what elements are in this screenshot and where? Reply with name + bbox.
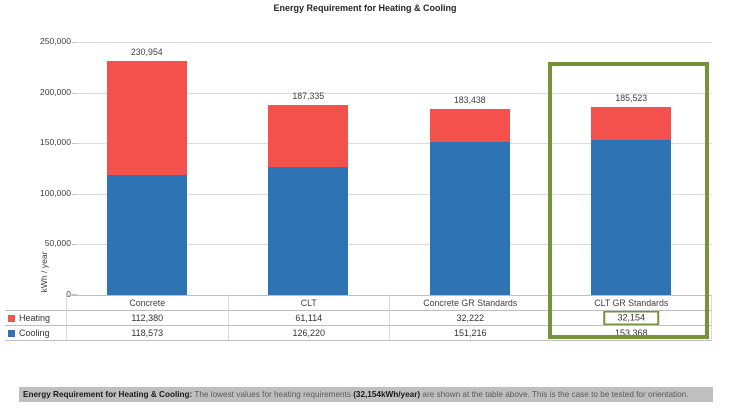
stacked-bar	[429, 109, 510, 295]
caption-bold-lead: Energy Requirement for Heating & Cooling…	[23, 390, 193, 399]
table-header-clt: CLT	[227, 295, 389, 310]
table-header-concrete: Concrete	[66, 295, 228, 310]
gridline	[77, 244, 712, 246]
table-cell-cooling-3: 151,216	[389, 325, 551, 341]
gridline	[77, 143, 712, 145]
caption-bar: Energy Requirement for Heating & Cooling…	[19, 387, 713, 402]
bar-segment-cooling	[591, 139, 672, 295]
gridline	[77, 42, 712, 43]
y-tick-label: 200,000	[39, 86, 71, 97]
plot-area: 230,954 187,335 183,438 185,523	[66, 42, 712, 295]
table-corner-cell	[5, 295, 66, 310]
axis-tick	[72, 294, 77, 295]
bar-slot: 183,438	[389, 42, 551, 295]
bar-segment-cooling	[106, 175, 187, 295]
table-cell-cooling-2: 126,220	[227, 325, 389, 341]
bar-segment-cooling	[268, 167, 349, 295]
table-header-clt-gr-standards: CLT GR Standards	[550, 295, 712, 310]
gridline	[77, 92, 712, 94]
table-cell-heating-2: 61,114	[227, 310, 389, 325]
table-cell-heating-3: 32,222	[389, 310, 551, 325]
y-tick-label: 250,000	[39, 36, 71, 46]
legend-item-heating: Heating	[5, 310, 66, 325]
bar-slot: 185,523	[551, 42, 713, 295]
bar-segment-heating	[591, 107, 672, 140]
table-cell-heating-1: 112,380	[66, 310, 228, 325]
bar-segment-heating	[268, 105, 349, 168]
caption-text-1: The lowest values for heating requiremen…	[192, 390, 354, 399]
table-cell-cooling-1: 118,573	[66, 325, 228, 341]
bar-total-label: 187,335	[292, 91, 325, 102]
y-tick-label: 50,000	[44, 238, 71, 249]
bar-total-label: 183,438	[453, 95, 486, 106]
bar-segment-heating	[106, 61, 187, 175]
axis-ticks	[72, 42, 77, 295]
axis-tick	[72, 244, 77, 246]
cooling-legend-swatch	[8, 329, 15, 337]
stacked-bar	[106, 61, 187, 295]
chart-title: Energy Requirement for Heating & Cooling	[273, 3, 457, 13]
bar-segment-heating	[429, 109, 510, 142]
data-table: Concrete CLT Concrete GR Standards CLT GR S…	[5, 295, 712, 341]
bar-slot: 187,335	[228, 42, 390, 295]
gridlines	[77, 42, 712, 295]
caption-bold-value: (32,154kWh/year)	[353, 390, 421, 399]
y-tick-label: 100,000	[39, 187, 71, 198]
y-tick-label: 150,000	[39, 137, 71, 148]
stacked-bar	[268, 105, 349, 295]
bars: 230,954 187,335 183,438 185,523	[66, 42, 712, 295]
bar-total-label: 230,954	[130, 47, 163, 58]
legend-label: Heating	[19, 313, 51, 323]
bar-slot: 230,954	[66, 42, 228, 295]
axis-tick	[72, 143, 77, 145]
y-axis-labels: 0 50,000 100,000 150,000 200,000 250,000	[0, 36, 71, 299]
caption-text-2: are shown at the table above. This is th…	[420, 390, 689, 399]
axis-tick	[72, 92, 77, 94]
gridline	[77, 193, 712, 195]
bar-segment-cooling	[429, 141, 510, 295]
heating-legend-swatch	[8, 314, 15, 322]
axis-tick	[72, 193, 77, 195]
legend-label: Cooling	[19, 328, 50, 338]
table-cell-heating-4: 32,154	[550, 310, 712, 325]
axis-tick	[72, 42, 77, 43]
y-tick-label: 0	[66, 289, 71, 299]
legend-item-cooling: Cooling	[5, 325, 66, 341]
stacked-bar	[591, 107, 672, 295]
highlighted-value-box: 32,154	[603, 311, 660, 325]
table-cell-cooling-4: 153,368	[550, 325, 712, 341]
table-header-concrete-gr-standards: Concrete GR Standards	[389, 295, 551, 310]
bar-total-label: 185,523	[615, 93, 648, 104]
